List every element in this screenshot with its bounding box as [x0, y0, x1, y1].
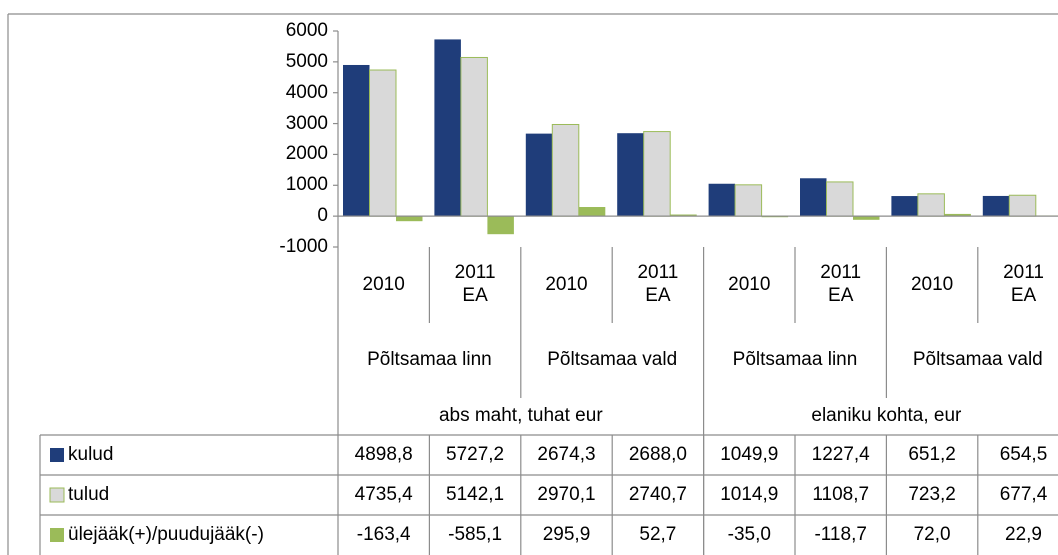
- category-label: 2011 EA: [454, 262, 496, 306]
- y-tick-label: 6000: [285, 20, 328, 41]
- data-table-value: -163,4: [356, 523, 411, 545]
- bar: [396, 216, 423, 222]
- data-table-value: 5727,2: [446, 443, 505, 465]
- y-tick-label: 4000: [285, 81, 328, 103]
- group-label: Põltsamaa vald: [547, 349, 678, 371]
- bar: [670, 214, 697, 217]
- bar: [734, 184, 763, 217]
- bar: [708, 183, 736, 217]
- category-label: 2010: [362, 273, 405, 295]
- data-table-value: 1227,4: [811, 443, 870, 465]
- bar: [434, 39, 461, 217]
- bar: [944, 213, 971, 217]
- legend-key: [50, 528, 64, 542]
- category-label: 2011 EA: [820, 262, 862, 306]
- category-label: 2011 EA: [1003, 262, 1044, 306]
- legend-key: [49, 487, 65, 503]
- legend-key: [50, 448, 64, 462]
- bar: [1008, 194, 1037, 217]
- group-label: Põltsamaa linn: [367, 349, 492, 371]
- data-table-value: 723,2: [908, 483, 956, 505]
- bar: [487, 216, 514, 235]
- data-table-value: 1014,9: [720, 483, 779, 505]
- bar: [800, 178, 827, 217]
- category-label: 2010: [545, 273, 588, 295]
- legend-label: kulud: [68, 443, 114, 465]
- bar: [643, 131, 671, 217]
- data-table-value: 2970,1: [537, 483, 596, 505]
- bar: [891, 196, 918, 217]
- y-tick-label: 3000: [285, 112, 328, 134]
- category-label: 2011 EA: [637, 262, 679, 306]
- bar: [525, 133, 553, 217]
- bar: [369, 69, 397, 217]
- data-table-value: 5142,1: [446, 483, 505, 505]
- bar: [551, 123, 580, 217]
- data-table-value: 72,0: [913, 523, 951, 545]
- data-table-value: 4898,8: [354, 443, 413, 465]
- bar: [853, 216, 880, 220]
- y-tick-label: 5000: [285, 50, 328, 72]
- data-table-value: -35,0: [727, 523, 771, 545]
- data-table-value: 52,7: [639, 523, 677, 545]
- data-table-value: 654,5: [999, 443, 1048, 465]
- category-label: 2010: [728, 273, 771, 295]
- bar: [982, 195, 1010, 217]
- y-tick-label: 2000: [285, 143, 328, 165]
- top-group-label: abs maht, tuhat eur: [438, 405, 603, 427]
- data-table-value: -118,7: [814, 523, 867, 545]
- legend-label: ülejääk(+)/puudujääk(-): [68, 523, 264, 545]
- bar: [917, 193, 945, 217]
- top-group-label: elaniku kohta, eur: [811, 405, 962, 427]
- data-table-value: 2674,3: [537, 443, 596, 465]
- legend-label: tulud: [68, 483, 110, 505]
- y-tick-label: 1000: [285, 174, 328, 196]
- data-table-value: 1108,7: [812, 483, 870, 505]
- bar: [460, 56, 488, 217]
- data-table-value: 2740,7: [628, 483, 687, 505]
- bar: [578, 207, 606, 217]
- data-table-value: -585,1: [448, 523, 503, 545]
- data-table-value: 1049,9: [720, 443, 779, 465]
- data-table-value: 4735,4: [354, 483, 413, 505]
- y-tick-label: -1000: [279, 236, 328, 257]
- data-table-value: 651,2: [908, 443, 956, 465]
- category-label: 2010: [910, 273, 954, 295]
- data-table-value: 295,9: [542, 523, 591, 545]
- bar: [617, 133, 644, 217]
- group-label: Põltsamaa linn: [732, 349, 858, 371]
- y-tick-label: 0: [317, 205, 328, 227]
- data-table-value: 22,9: [1005, 523, 1042, 545]
- data-table-value: 2688,0: [628, 443, 687, 465]
- bar: [343, 64, 370, 217]
- data-table-value: 677,4: [999, 483, 1048, 505]
- group-label: Põltsamaa vald: [912, 349, 1043, 371]
- bar: [826, 181, 854, 217]
